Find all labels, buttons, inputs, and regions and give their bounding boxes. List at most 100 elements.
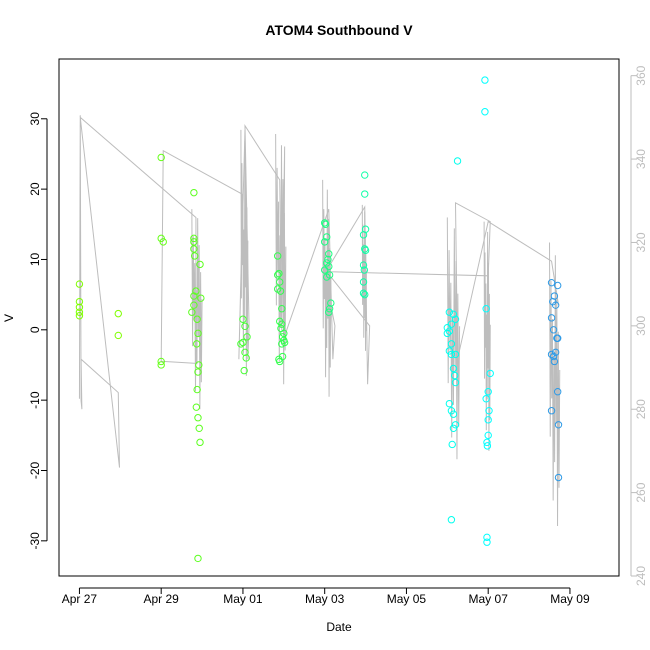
data-point [553, 281, 562, 290]
data-point [550, 357, 559, 366]
data-point [194, 329, 202, 338]
data-point [75, 303, 84, 312]
data-point [325, 250, 333, 258]
data-point [327, 299, 335, 307]
x-tick-label: May 07 [469, 592, 509, 606]
data-point [114, 309, 122, 318]
y-tick-label: 10 [28, 252, 42, 266]
data-point [547, 314, 556, 322]
data-point [481, 76, 489, 84]
data-point [361, 171, 369, 179]
data-point [195, 361, 203, 369]
data-point [193, 315, 201, 323]
data-point [359, 261, 368, 269]
data-point [193, 385, 201, 394]
data-point [547, 350, 556, 359]
data-point [482, 305, 490, 313]
heading-line-cluster [240, 129, 249, 376]
data-point [195, 424, 203, 432]
data-point [197, 294, 205, 302]
y2-tick-label: 300 [634, 316, 648, 336]
data-point [241, 322, 249, 330]
data-point [443, 329, 452, 338]
y2-tick-label: 240 [634, 566, 648, 586]
data-point [361, 190, 369, 198]
data-point [239, 338, 247, 347]
data-point [280, 338, 289, 347]
data-point [191, 252, 199, 260]
data-point [325, 308, 333, 316]
data-point [486, 369, 494, 378]
data-point [553, 388, 562, 396]
data-point [483, 533, 491, 542]
data-point [551, 301, 560, 309]
heading-line-cluster [483, 221, 491, 451]
data-point [276, 278, 284, 286]
x-tick-label: Apr 27 [62, 592, 98, 606]
data-point [190, 188, 198, 197]
data-point [157, 357, 165, 366]
y2-tick-label: 340 [634, 149, 648, 169]
data-point [157, 234, 165, 243]
data-point [242, 354, 250, 362]
y2-tick-label: 260 [634, 482, 648, 502]
y-tick-label: -10 [28, 391, 42, 409]
data-point [157, 153, 165, 162]
x-tick-label: May 05 [387, 592, 427, 606]
data-point [361, 246, 370, 255]
y2-tick-label: 360 [634, 65, 648, 85]
y-axis-label: V [2, 314, 16, 322]
data-point [481, 108, 489, 116]
y-tick-label: -30 [28, 532, 42, 550]
data-point [451, 315, 460, 323]
data-point [276, 357, 284, 366]
data-point [448, 440, 456, 449]
data-point [361, 290, 369, 299]
data-point [193, 340, 201, 348]
data-point [554, 473, 563, 482]
data-point [192, 403, 201, 411]
x-axis-label: Date [326, 620, 352, 634]
data-point [75, 280, 84, 288]
data-point [447, 407, 456, 415]
data-point [484, 388, 492, 396]
data-point [445, 347, 454, 355]
data-point [196, 260, 204, 269]
y-tick-label: -20 [28, 461, 42, 479]
heading-line-cluster [549, 242, 561, 526]
data-point [445, 399, 454, 408]
right-y-axis: 240 260 280 300 320 340 360 [630, 65, 648, 586]
data-point [483, 438, 491, 447]
data-point [449, 364, 458, 373]
data-point [447, 516, 456, 524]
y2-tick-label: 280 [634, 399, 648, 419]
data-point [190, 292, 198, 300]
y-axis: -30 -20 -10 0 10 20 30 [28, 112, 48, 550]
data-point [278, 320, 286, 328]
x-tick-label: Apr 29 [144, 592, 180, 606]
data-point [360, 266, 369, 274]
data-point [484, 431, 492, 440]
chart-title: ATOM4 Southbound V [265, 22, 413, 38]
data-point [361, 245, 369, 253]
y-tick-label: 20 [28, 182, 42, 196]
y2-tick-label: 320 [634, 232, 648, 252]
x-axis: Apr 27 Apr 29 May 01 May 03 May 05 May 07 May … [62, 587, 590, 606]
heading-line-cluster [275, 134, 287, 385]
data-point [241, 348, 249, 357]
data-point [359, 231, 368, 239]
data-point [278, 305, 286, 313]
data-point [553, 334, 562, 342]
data-point [321, 220, 330, 228]
data-point [194, 414, 202, 422]
data-point [323, 259, 331, 267]
data-point [75, 308, 84, 316]
data-point [243, 333, 251, 341]
data-point [240, 366, 248, 375]
data-point [445, 327, 454, 335]
data-point [190, 234, 198, 243]
data-point [549, 352, 558, 361]
data-point [320, 266, 329, 274]
data-point [451, 378, 460, 387]
